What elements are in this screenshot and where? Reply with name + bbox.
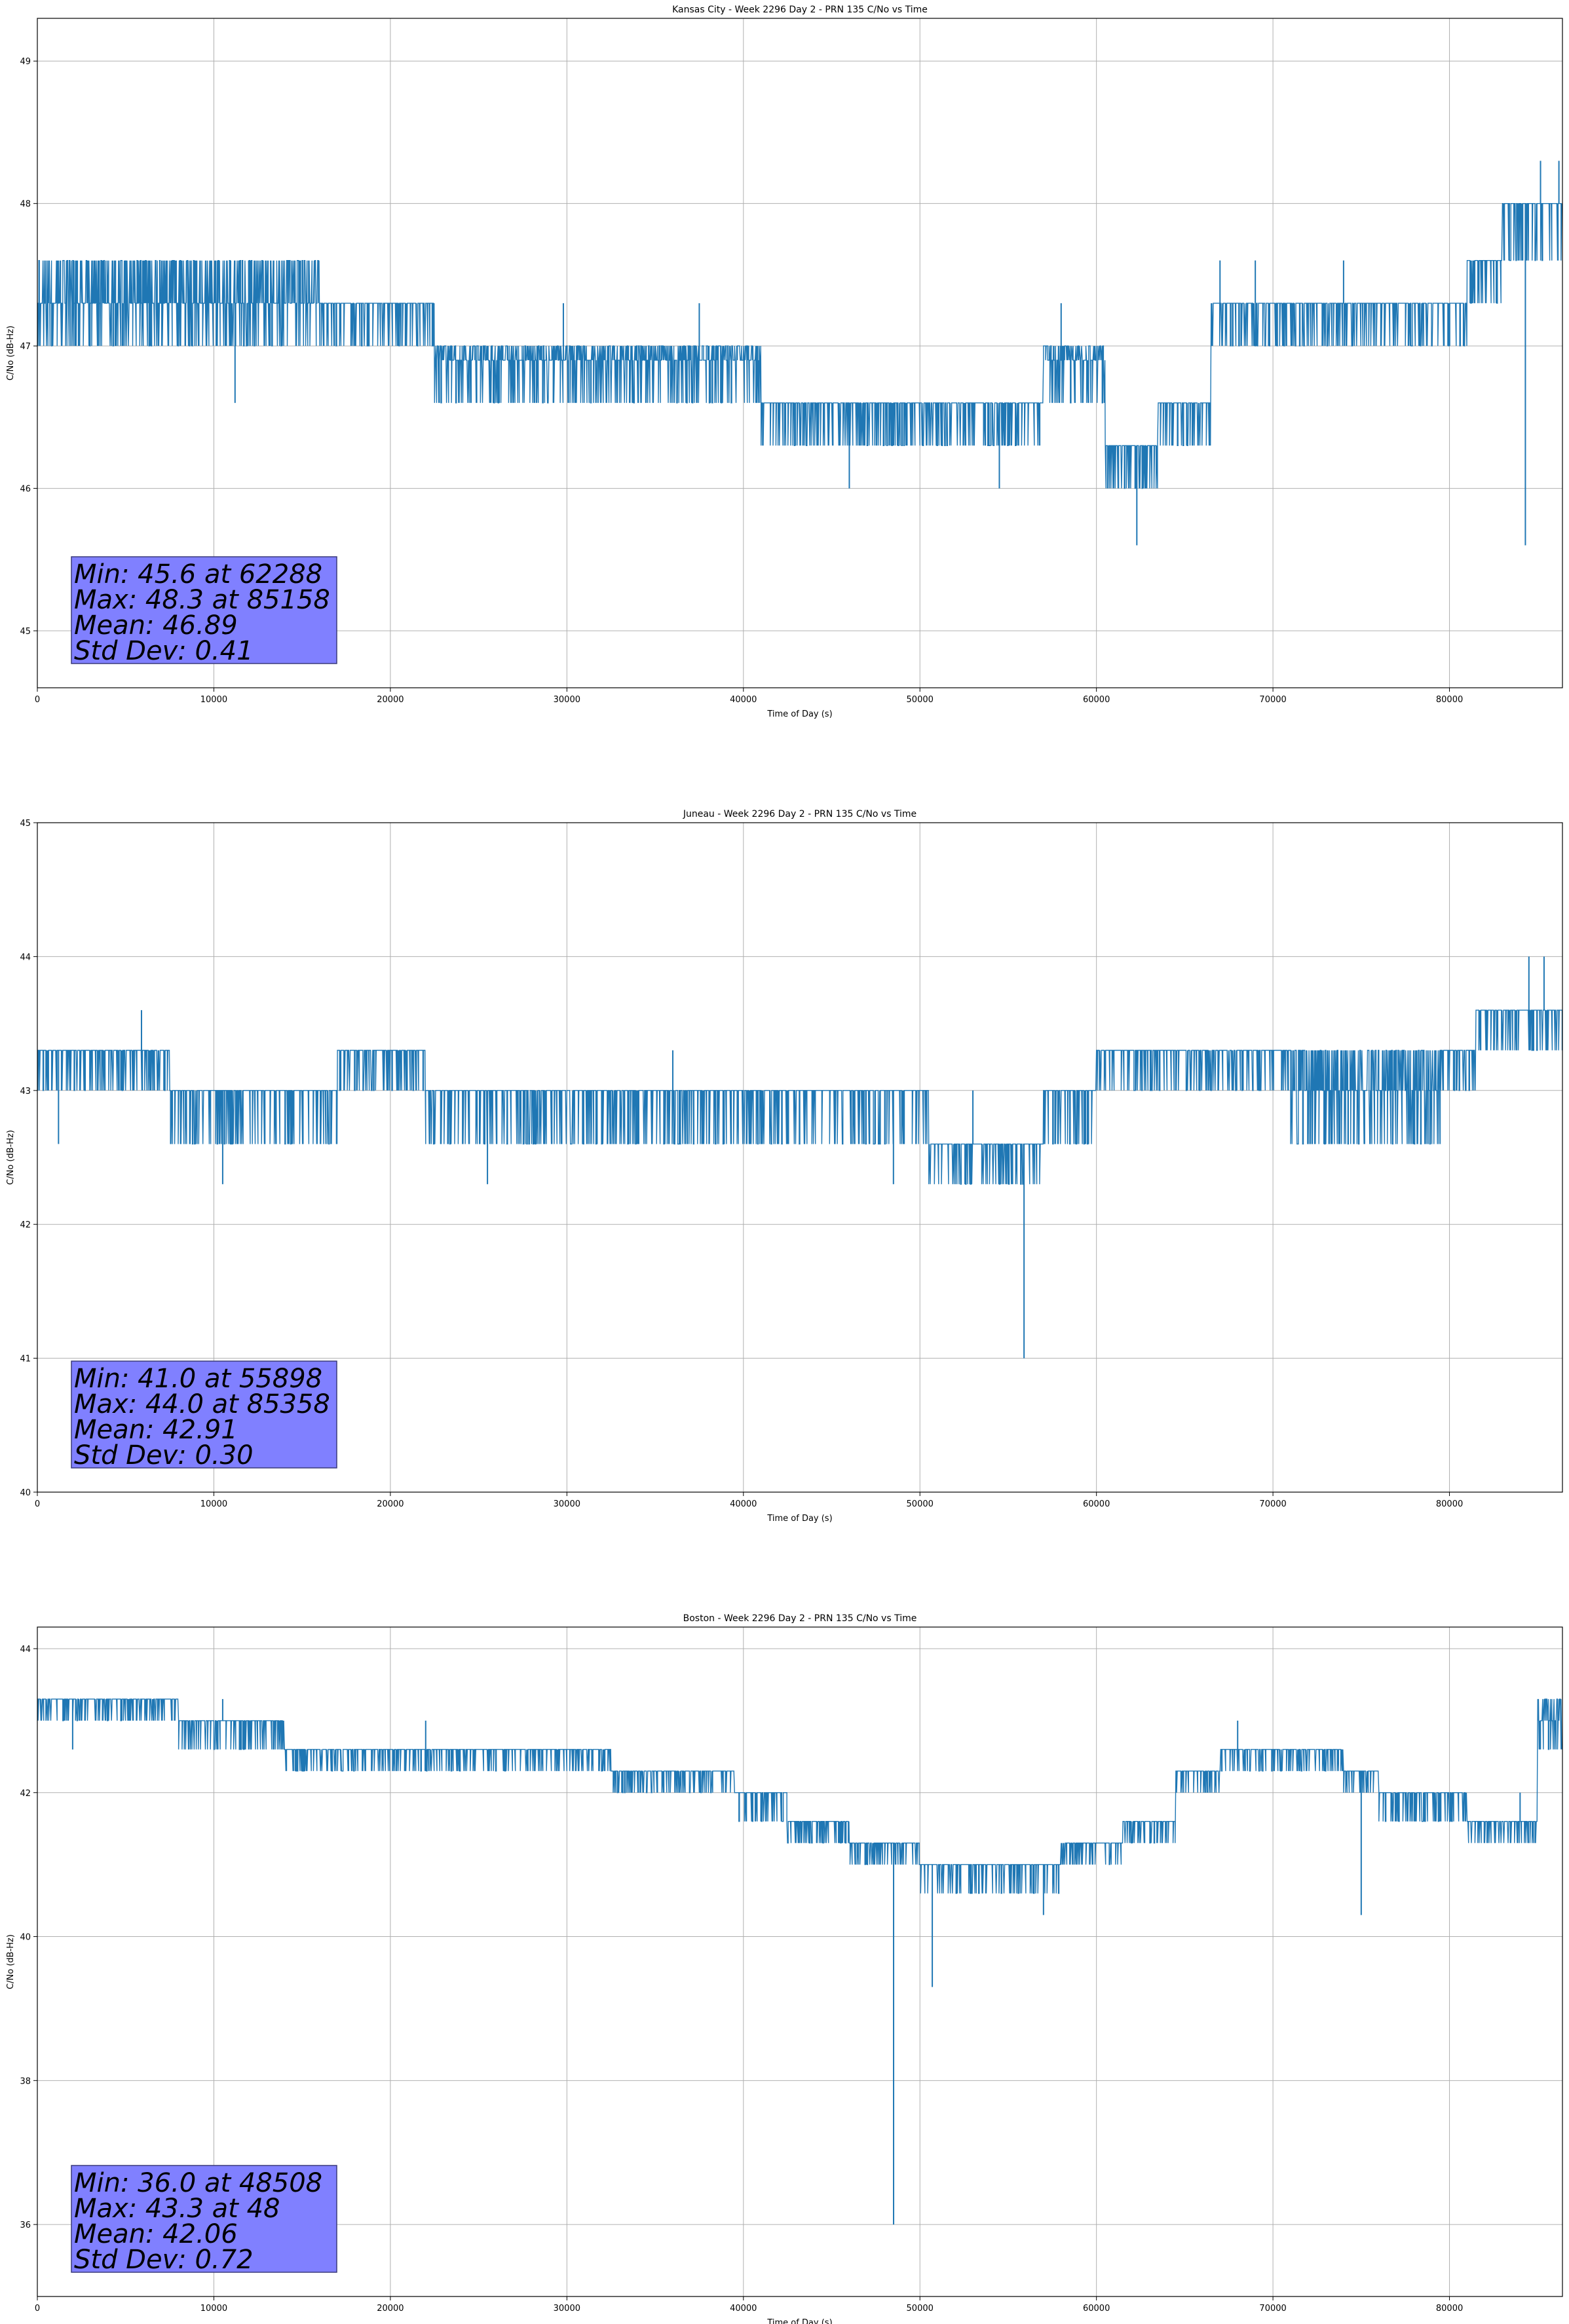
y-axis-label: C/No (dB-Hz)	[6, 326, 16, 381]
stats-line: Mean: 42.91	[74, 1415, 238, 1445]
x-tick-label: 30000	[554, 2304, 580, 2314]
y-axis-label: C/No (dB-Hz)	[6, 1934, 16, 1989]
x-tick-label: 80000	[1436, 2304, 1463, 2314]
x-tick-label: 30000	[554, 695, 580, 705]
y-axis-label: C/No (dB-Hz)	[6, 1130, 16, 1185]
y-tick-label: 41	[20, 1355, 31, 1364]
y-tick-label: 42	[20, 1789, 31, 1799]
y-tick-label: 44	[20, 952, 31, 962]
x-tick-label: 60000	[1083, 1499, 1110, 1509]
x-tick-label: 40000	[730, 1499, 757, 1509]
x-tick-label: 50000	[907, 1499, 934, 1509]
x-tick-label: 30000	[554, 1499, 580, 1509]
y-tick-label: 46	[20, 485, 31, 495]
x-tick-label: 60000	[1083, 2304, 1110, 2314]
y-tick-label: 43	[20, 1087, 31, 1096]
chart-title: Boston - Week 2296 Day 2 - PRN 135 C/No …	[683, 1613, 917, 1624]
x-tick-label: 20000	[377, 695, 404, 705]
x-tick-label: 10000	[200, 2304, 227, 2314]
x-tick-label: 10000	[200, 1499, 227, 1509]
y-tick-label: 49	[20, 57, 31, 67]
y-tick-label: 38	[20, 2076, 31, 2086]
x-tick-label: 70000	[1259, 695, 1286, 705]
stats-box	[71, 1360, 337, 1469]
stats-line: Max: 44.0 at 85358	[74, 1389, 330, 1419]
axes-frame	[37, 1626, 1563, 2297]
y-tick-label: 48	[20, 200, 31, 210]
x-tick-label: 0	[35, 2304, 40, 2314]
stats-line: Max: 48.3 at 85158	[74, 585, 330, 615]
x-axis-label: Time of Day (s)	[766, 709, 832, 719]
data-trace	[37, 203, 1562, 489]
stats-line: Min: 36.0 at 48508	[74, 2168, 322, 2198]
stats-line: Std Dev: 0.41	[74, 636, 254, 666]
chart-panel: 0 10000 20000 30000 40000 50000 60000 70000 8000…	[6, 1613, 1563, 2324]
data-trace	[37, 1009, 1562, 1185]
x-tick-label: 40000	[730, 2304, 757, 2314]
x-tick-label: 70000	[1259, 2304, 1286, 2314]
stats-line: Min: 45.6 at 62288	[74, 559, 322, 590]
x-tick-label: 50000	[907, 2304, 934, 2314]
axes-frame	[37, 822, 1563, 1493]
x-tick-label: 0	[35, 1499, 40, 1509]
y-tick-label: 36	[20, 2221, 31, 2230]
y-tick-label: 45	[20, 627, 31, 637]
data-trace	[37, 1698, 1562, 1894]
stats-line: Mean: 42.06	[74, 2219, 238, 2249]
stats-box	[71, 556, 337, 664]
x-tick-label: 80000	[1436, 1499, 1463, 1509]
y-tick-label: 40	[20, 1933, 31, 1943]
stats-line: Max: 43.3 at 48	[74, 2194, 280, 2224]
stats-line: Min: 41.0 at 55898	[74, 1364, 322, 1394]
x-axis-label: Time of Day (s)	[766, 2318, 832, 2324]
y-tick-label: 44	[20, 1645, 31, 1655]
stats-line: Std Dev: 0.72	[74, 2245, 254, 2275]
y-tick-label: 42	[20, 1220, 31, 1230]
y-tick-label: 47	[20, 342, 31, 352]
axes-frame	[37, 18, 1563, 688]
x-tick-label: 10000	[200, 695, 227, 705]
x-axis-label: Time of Day (s)	[766, 1514, 832, 1524]
x-tick-label: 40000	[730, 695, 757, 705]
y-tick-label: 40	[20, 1488, 31, 1498]
x-tick-label: 20000	[377, 2304, 404, 2314]
y-tick-label: 45	[20, 819, 31, 829]
chart-title: Juneau - Week 2296 Day 2 - PRN 135 C/No …	[683, 809, 917, 819]
stats-line: Std Dev: 0.30	[74, 1440, 254, 1471]
x-tick-label: 50000	[907, 695, 934, 705]
chart-panel: 0 10000 20000 30000 40000 50000 60000 70000 8000…	[6, 809, 1563, 1524]
stats-line: Mean: 46.89	[74, 610, 238, 641]
stats-box	[71, 2165, 337, 2273]
chart-panel: 0 10000 20000 30000 40000 50000 60000 70000 8000…	[6, 5, 1563, 719]
x-tick-label: 70000	[1259, 1499, 1286, 1509]
x-tick-label: 60000	[1083, 695, 1110, 705]
x-tick-label: 80000	[1436, 695, 1463, 705]
chart-title: Kansas City - Week 2296 Day 2 - PRN 135 …	[672, 5, 928, 15]
x-tick-label: 20000	[377, 1499, 404, 1509]
x-tick-label: 0	[35, 695, 40, 705]
